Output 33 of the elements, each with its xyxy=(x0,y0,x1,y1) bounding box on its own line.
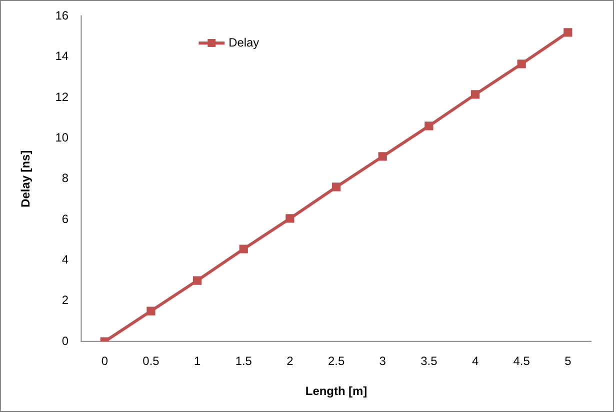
x-tick-label: 3.5 xyxy=(420,354,438,368)
point xyxy=(378,152,387,161)
y-tick-label: 16 xyxy=(55,8,69,22)
y-axis-title: Delay [ns] xyxy=(18,150,32,208)
point xyxy=(424,122,434,130)
x-tick-label: 3 xyxy=(379,354,386,368)
point xyxy=(332,182,341,192)
x-tick-label: 1 xyxy=(194,354,201,368)
point xyxy=(192,276,202,285)
x-tick-label: 0.5 xyxy=(142,354,160,368)
point xyxy=(239,244,248,254)
y-tick-label: 6 xyxy=(62,212,69,226)
y-tick-label: 14 xyxy=(55,49,69,64)
y-tick-label: 2 xyxy=(62,293,69,308)
point xyxy=(286,214,294,223)
x-tick-label: 4.5 xyxy=(513,354,530,368)
x-tick-label: 2 xyxy=(286,354,294,368)
x-tick-label: 0 xyxy=(101,354,108,368)
legend-label: Delay xyxy=(228,35,260,50)
x-tick-label: 1.5 xyxy=(235,354,252,368)
point xyxy=(517,60,526,68)
point xyxy=(470,90,480,99)
y-tick-label: 12 xyxy=(55,90,69,104)
point xyxy=(146,306,156,316)
y-tick-label: 4 xyxy=(62,252,69,266)
point xyxy=(564,28,572,37)
x-tick-label: 2.5 xyxy=(328,354,345,368)
x-tick-label: 4 xyxy=(472,354,479,368)
x-axis-title: Length [m] xyxy=(305,384,368,398)
x-tick-label: 5 xyxy=(564,354,572,368)
y-tick-label: 0 xyxy=(62,334,69,348)
y-tick-label: 8 xyxy=(62,171,69,186)
y-tick-label: 10 xyxy=(55,130,69,144)
